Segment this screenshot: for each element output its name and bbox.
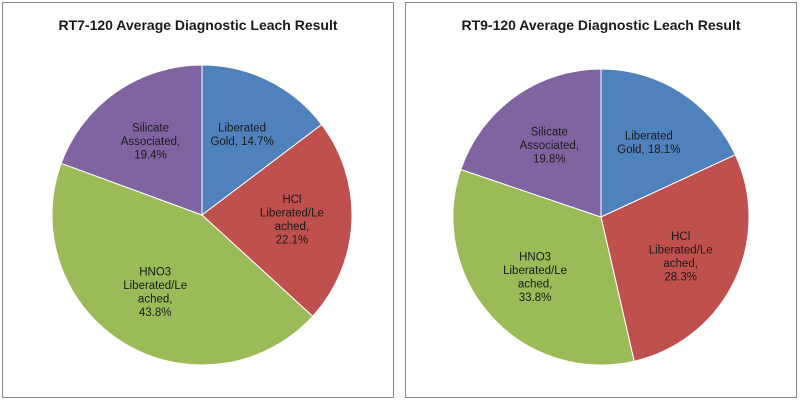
slice-label-line: HNO3 bbox=[139, 267, 171, 279]
slice-label-line: Silicate bbox=[132, 123, 169, 135]
slice-label: Silicate Associated, 19.8% bbox=[520, 126, 579, 165]
slice-label-line: Silicate bbox=[531, 126, 568, 138]
pie-slice bbox=[452, 168, 635, 366]
slice-label-line: Liberated/Le bbox=[503, 265, 567, 277]
pie-slice bbox=[600, 154, 750, 362]
slice-label-line: 43.8% bbox=[139, 307, 172, 319]
pie-slice bbox=[51, 162, 314, 366]
slice-label-line: Associated, bbox=[121, 136, 180, 148]
slice-label: HCl Liberated/Le ached, 22.1% bbox=[260, 194, 324, 247]
slice-label-line: 28.3% bbox=[664, 271, 697, 283]
slice-label-line: Liberated/Le bbox=[649, 244, 713, 256]
pie-chart-rt9: Liberated Gold, 18.1%HCl Liberated/Le ached… bbox=[452, 68, 750, 366]
pie-slice bbox=[60, 64, 203, 216]
pie-slice bbox=[460, 68, 602, 218]
slice-label-line: Gold, 18.1% bbox=[617, 144, 680, 156]
chart-panel-rt9: RT9-120 Average Diagnostic Leach Result … bbox=[405, 2, 797, 398]
slice-label-line: 22.1% bbox=[276, 235, 309, 247]
slice-label-line: Liberated bbox=[625, 130, 673, 142]
slice-label: HNO3 Liberated/Le ached, 33.8% bbox=[503, 251, 567, 304]
slice-label-line: 19.8% bbox=[533, 153, 566, 165]
slice-label: Liberated Gold, 18.1% bbox=[617, 130, 680, 156]
slice-label-line: ached, bbox=[138, 294, 173, 306]
pie-slice bbox=[201, 64, 323, 217]
chart-title: RT9-120 Average Diagnostic Leach Result bbox=[461, 17, 741, 33]
slice-label-line: Gold, 14.7% bbox=[210, 136, 273, 148]
slice-label-line: HCl bbox=[282, 194, 301, 206]
slice-label-line: Associated, bbox=[520, 140, 579, 152]
slice-label-line: ached, bbox=[275, 221, 310, 233]
chart-panel-rt7: RT7-120 Average Diagnostic Leach Result … bbox=[2, 2, 394, 398]
pie-chart-rt7: Liberated Gold, 14.7%HCl Liberated/Le ached… bbox=[51, 64, 353, 366]
slice-label: Silicate Associated, 19.4% bbox=[121, 123, 180, 162]
slice-label-line: Liberated bbox=[218, 123, 266, 135]
slice-label: HCl Liberated/Le ached, 28.3% bbox=[649, 231, 713, 283]
slice-label-line: ached, bbox=[663, 258, 698, 270]
slice-label: Liberated Gold, 14.7% bbox=[210, 123, 273, 149]
chart-title: RT7-120 Average Diagnostic Leach Result bbox=[58, 17, 338, 33]
slice-label-line: 19.4% bbox=[134, 150, 167, 162]
slice-label-line: ached, bbox=[518, 278, 553, 290]
slice-label-line: HCl bbox=[671, 231, 690, 243]
slice-label-line: 33.8% bbox=[519, 292, 552, 304]
slice-label-line: Liberated/Le bbox=[123, 280, 187, 292]
slice-label-line: HNO3 bbox=[519, 251, 551, 263]
pie-slice bbox=[201, 123, 353, 318]
slice-label-line: Liberated/Le bbox=[260, 208, 324, 220]
slice-label: HNO3 Liberated/Le ached, 43.8% bbox=[123, 267, 187, 320]
pie-slice bbox=[600, 68, 736, 218]
